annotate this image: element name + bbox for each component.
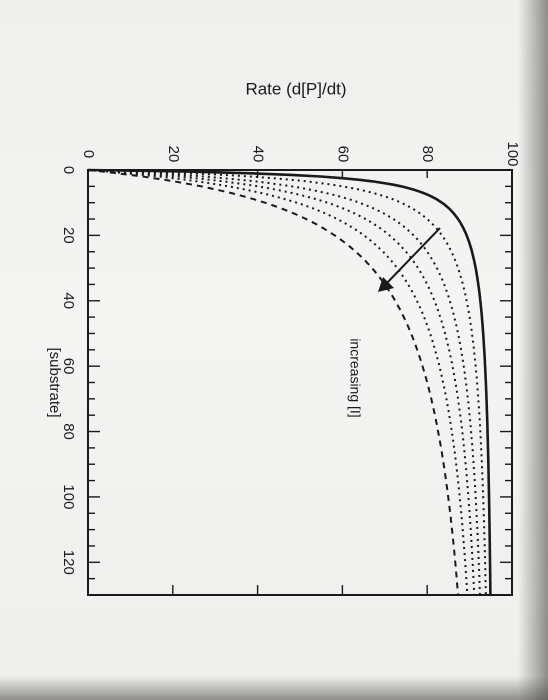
x-tick-label: 80	[60, 423, 77, 440]
x-tick-label: 0	[60, 166, 77, 174]
x-tick-label: 60	[60, 358, 77, 375]
series-line-1	[87, 168, 492, 595]
y-tick-label: 100	[504, 141, 521, 166]
x-tick-label: 40	[60, 292, 77, 309]
increasing-inhibitor-arrow	[378, 227, 441, 292]
x-tick-label: 100	[60, 484, 77, 509]
annotation-text: increasing [I]	[347, 338, 363, 417]
x-axis-title: [substrate]	[46, 347, 63, 417]
photo-shadow-bottom	[0, 676, 548, 700]
y-tick-label: 80	[419, 146, 436, 163]
y-tick-label: 60	[334, 146, 351, 163]
series-line-5	[87, 169, 469, 596]
y-axis-title: Rate (d[P]/dt)	[245, 79, 346, 98]
series-line-2	[87, 169, 487, 596]
x-tick-label: 120	[60, 550, 77, 575]
arrow-head	[378, 277, 394, 292]
plot-frame	[87, 169, 513, 596]
y-tick-label: 20	[165, 146, 182, 163]
series-line-3	[87, 169, 481, 596]
series-line-4	[87, 169, 476, 595]
y-tick-label: 40	[250, 146, 267, 163]
series-line-6	[87, 169, 459, 596]
arrow-shaft	[384, 227, 441, 286]
photo-shadow-right	[518, 0, 548, 700]
y-tick-label: 0	[80, 150, 97, 158]
x-tick-label: 20	[60, 227, 77, 244]
